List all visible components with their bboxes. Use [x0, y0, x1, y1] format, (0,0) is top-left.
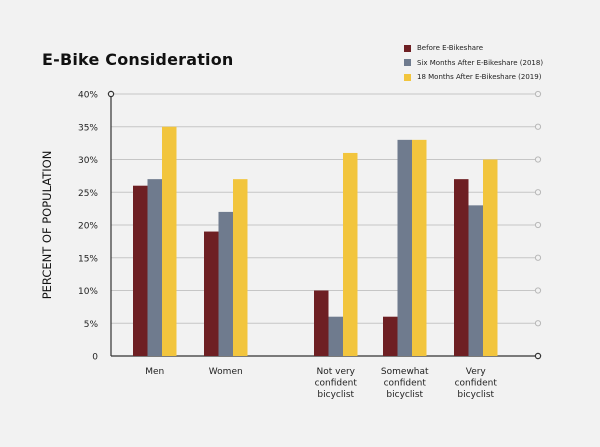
bar — [218, 211, 233, 356]
y-tick-label: 15% — [78, 254, 98, 264]
y-tick-label: 20% — [78, 222, 98, 232]
right-axis-marker — [534, 320, 542, 327]
right-axis-marker — [534, 254, 542, 261]
right-axis-marker — [534, 221, 542, 229]
legend-label-six-months: Six Months After E-Bikeshare (2018) — [417, 58, 544, 67]
bar — [314, 290, 329, 356]
legend-item-eighteen-months: 18 Months After E-Bikeshare (2019) — [404, 70, 543, 85]
legend-swatch-before — [404, 44, 411, 52]
right-axis-marker — [534, 90, 542, 98]
legend-item-six-months: Six Months After E-Bikeshare (2018) — [404, 56, 543, 71]
x-tick-label: bicyclist — [386, 390, 423, 400]
bar — [204, 231, 219, 356]
bar — [412, 139, 427, 356]
x-tick-label: confident — [315, 379, 358, 389]
bar — [383, 316, 398, 356]
bar — [133, 185, 148, 356]
bar — [328, 316, 343, 356]
bar — [454, 179, 469, 356]
x-tick-label: Women — [209, 367, 243, 377]
legend-item-before: Before E-Bikeshare — [404, 41, 543, 56]
bar — [343, 152, 358, 356]
y-tick-label: 25% — [78, 189, 98, 199]
y-tick-label: 40% — [78, 91, 98, 101]
x-tick-label: Very — [466, 367, 487, 377]
y-tick-label: 0 — [92, 353, 98, 363]
chart-legend: Before E-Bikeshare Six Months After E-Bi… — [404, 41, 543, 85]
x-tick-label: confident — [384, 379, 427, 389]
x-tick-label: Men — [145, 367, 164, 377]
legend-label-eighteen-months: 18 Months After E-Bikeshare (2019) — [417, 73, 542, 82]
bar — [147, 179, 162, 356]
x-tick-label: bicyclist — [457, 390, 494, 400]
x-tick-label: Somewhat — [381, 367, 429, 377]
right-axis-marker — [534, 189, 542, 196]
bar — [468, 205, 483, 356]
x-tick-label: bicyclist — [317, 390, 354, 400]
x-tick-label: Not very — [316, 367, 355, 377]
y-tick-label: 5% — [84, 320, 99, 330]
y-axis-end-marker — [107, 90, 115, 98]
bar — [233, 179, 248, 356]
chart-title: E-Bike Consideration — [42, 50, 234, 69]
bar — [162, 126, 177, 356]
bar — [483, 159, 498, 356]
legend-label-before: Before E-Bikeshare — [417, 44, 484, 53]
bar — [397, 139, 412, 356]
y-tick-label: 35% — [78, 123, 98, 133]
legend-swatch-six-months — [404, 59, 411, 67]
right-axis-marker — [534, 287, 542, 294]
y-tick-label: 30% — [78, 156, 98, 166]
x-tick-label: confident — [455, 379, 498, 389]
y-axis-title: PERCENT OF POPULATION — [40, 151, 54, 300]
right-axis-marker — [534, 156, 542, 163]
y-tick-label: 10% — [78, 287, 98, 297]
right-axis-marker — [534, 123, 542, 130]
legend-swatch-eighteen-months — [404, 73, 411, 81]
x-axis-end-marker — [534, 352, 542, 360]
